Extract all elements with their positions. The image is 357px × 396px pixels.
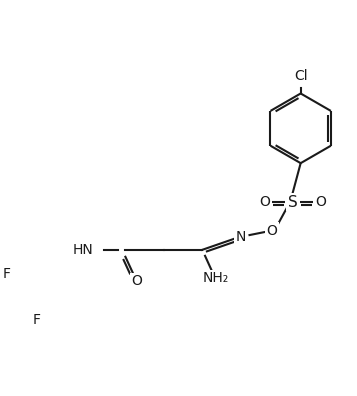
Text: NH₂: NH₂	[202, 271, 228, 285]
Text: F: F	[2, 267, 10, 281]
Text: HN: HN	[73, 243, 94, 257]
Text: N: N	[235, 230, 246, 244]
Text: O: O	[259, 196, 270, 209]
Text: O: O	[131, 274, 142, 288]
Text: F: F	[32, 313, 40, 327]
Text: Cl: Cl	[294, 69, 307, 83]
Text: O: O	[315, 196, 326, 209]
Text: S: S	[288, 195, 297, 210]
Text: O: O	[266, 224, 277, 238]
